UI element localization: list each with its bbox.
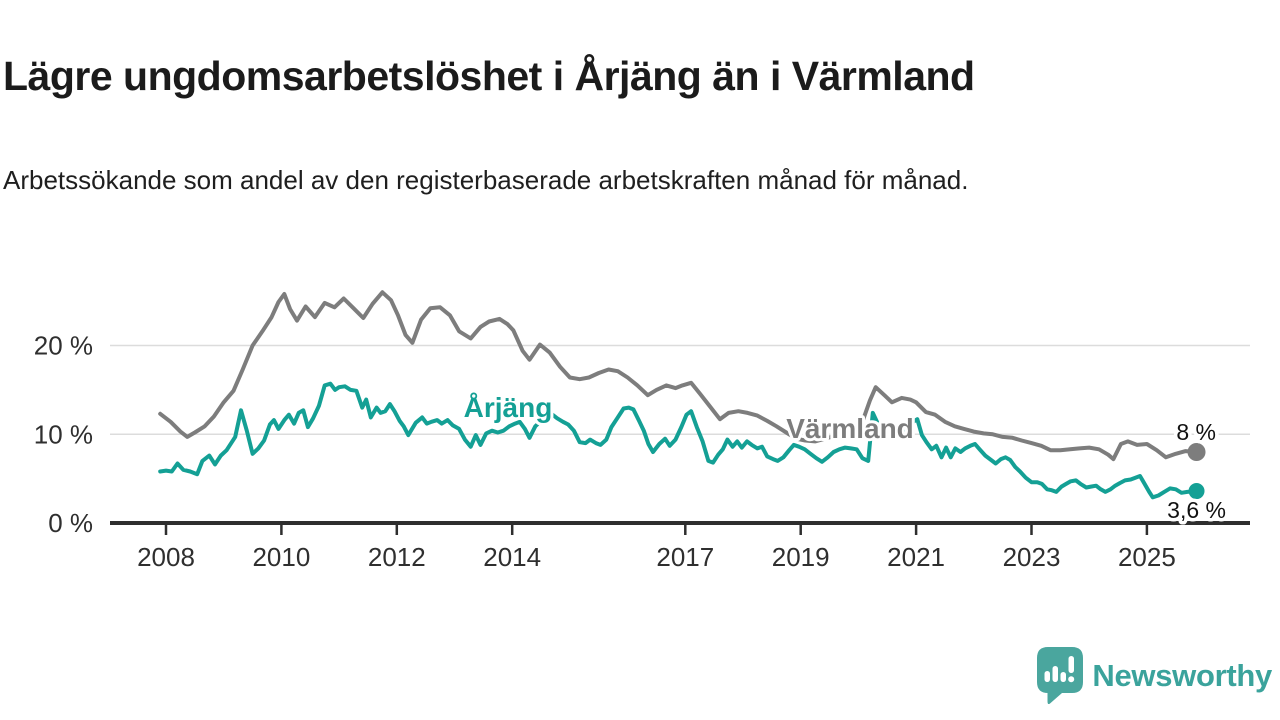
x-axis-tick-label: 2014 [483,542,541,572]
unemployment-line-chart: 0 % 10 % 20 % 2008 2010 2012 2014 2017 2019 2021 2… [34,290,1250,572]
y-axis-tick-label: 0 % [48,508,93,538]
x-axis-tick-label: 2019 [772,542,830,572]
series-label-årjäng: Årjäng [464,392,553,423]
end-value-label-årjäng: 3,6 % [1167,497,1226,523]
series-end-dot-årjäng [1188,483,1205,500]
y-axis-tick-label: 20 % [34,331,93,361]
x-axis-tick-label: 2010 [252,542,310,572]
series-end-dot-värmland [1187,443,1206,461]
newsworthy-logo-icon [1037,647,1084,704]
series-line-årjäng [158,381,1199,500]
x-axis-tick-label: 2012 [368,542,426,572]
x-axis-tick-label: 2025 [1118,542,1176,572]
series-label-värmland: Värmland [786,413,914,444]
page-title: Lägre ungdomsarbetslöshet i Årjäng än i … [3,53,975,100]
newsworthy-branding: Newsworthy [1037,647,1272,704]
x-axis-tick-label: 2023 [1003,542,1061,572]
x-axis-tick-label: 2021 [887,542,945,572]
series-line-värmland [158,290,1199,462]
x-axis-tick-label: 2008 [137,542,195,572]
y-axis-tick-label: 10 % [34,419,93,449]
chart-subtitle: Arbetssökande som andel av den registerb… [3,165,969,195]
x-axis-tick-label: 2017 [656,542,714,572]
end-value-label-värmland: 8 % [1176,419,1216,445]
newsworthy-logo-text: Newsworthy [1092,657,1272,693]
